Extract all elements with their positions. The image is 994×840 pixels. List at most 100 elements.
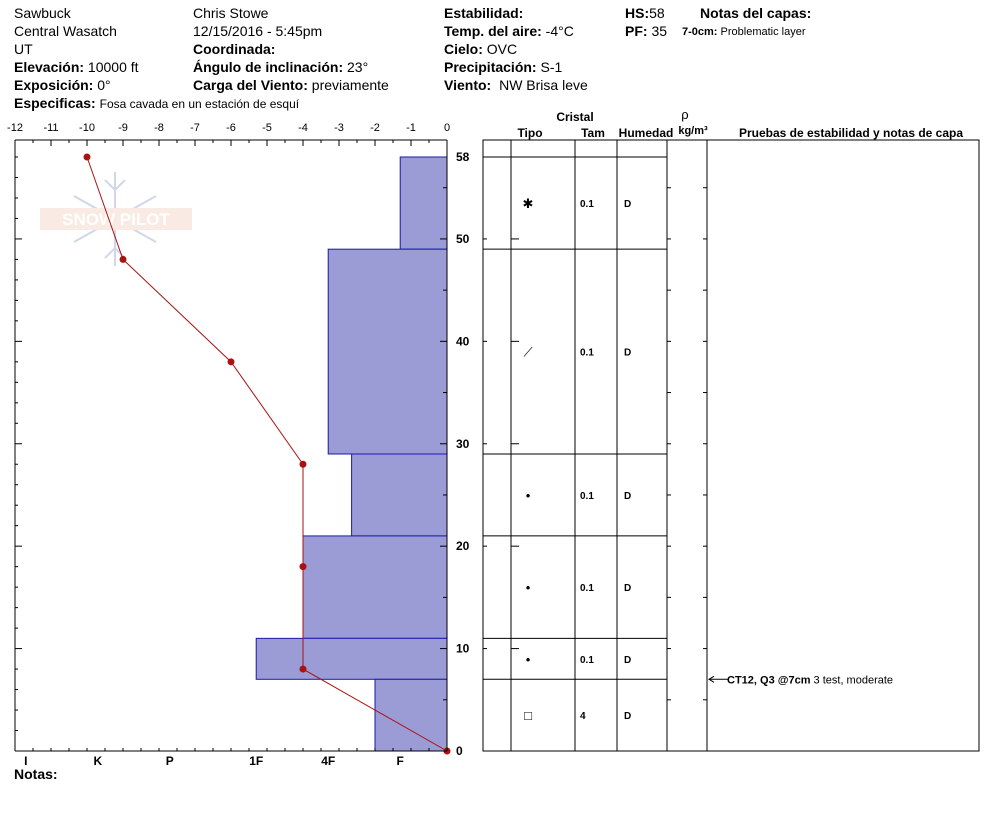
hardness-bar-5 <box>374 678 448 752</box>
location-name: Sawbuck <box>14 5 71 21</box>
moisture-header: Humedad <box>619 126 674 140</box>
air-temp-value: -4°C <box>545 23 574 39</box>
precip-label: Precipitación: <box>444 59 537 75</box>
precip-value: S-1 <box>540 59 563 75</box>
temp-tick-label: 0 <box>444 122 450 134</box>
chart-axes: -12 -11 -10 -9 -8 -7 -6 -5 -4 -3 -2 -1 0010203040505… <box>7 122 470 768</box>
tests-header: Pruebas de estabilidad y notas de capa <box>739 126 963 140</box>
hardness-label: I <box>24 754 27 768</box>
layer-note: 7-0cm: Problematic layer <box>682 24 806 40</box>
grain-size-1: 0.1 <box>580 348 594 359</box>
temp-tick-label: -4 <box>298 122 308 134</box>
temp-tick-label: -9 <box>118 122 128 134</box>
sky-label: Cielo: <box>444 41 483 57</box>
pf: PF: 35 <box>625 23 667 39</box>
temp-tick-label: -7 <box>190 122 200 134</box>
hs: HS:58 <box>625 5 665 21</box>
layer-table: Cristal Tipo Tam Humedad ρ kg/m³ Pruebas de es… <box>482 107 980 752</box>
hardness-layers <box>255 156 448 752</box>
temp-tick-label: -6 <box>226 122 236 134</box>
moisture-4: D <box>624 655 631 666</box>
elevation-label: Elevación: <box>14 59 85 75</box>
table-frame <box>482 139 980 752</box>
moisture-0: D <box>624 199 631 210</box>
moisture-2: D <box>624 491 631 502</box>
wind-label: Viento: <box>444 77 492 93</box>
observer: Chris Stowe <box>193 5 269 21</box>
temperature-point-4 <box>299 563 307 571</box>
wind-loading-label: Carga del Viento: <box>193 77 308 93</box>
temp-tick-label: -2 <box>370 122 380 134</box>
depth-tick-label: 20 <box>456 539 470 553</box>
stability-label: Estabilidad: <box>444 5 524 21</box>
elevation-value: 10000 ft <box>87 59 139 75</box>
temperature-point-2 <box>227 358 235 366</box>
density-symbol: ρ <box>681 107 688 122</box>
temp-tick-label: -12 <box>7 122 23 134</box>
type-header: Tipo <box>517 126 542 140</box>
hardness-label: F <box>397 754 404 768</box>
sky-value: OVC <box>486 41 518 57</box>
temperature-point-1 <box>119 255 127 263</box>
hardness-label: 1F <box>249 754 263 768</box>
grain-type-0: ✱ <box>523 196 534 211</box>
pf-value: 35 <box>651 23 668 39</box>
wind: Viento: NW Brisa leve <box>444 77 588 93</box>
layer-note-text: Problematic layer <box>720 26 806 38</box>
depth-tick-label: 10 <box>456 642 470 656</box>
grain-size-5: 4 <box>580 711 586 722</box>
elevation: Elevación: 10000 ft <box>14 59 139 75</box>
coordinate-label: Coordinada: <box>193 41 276 57</box>
sky: Cielo: OVC <box>444 41 517 57</box>
specifics-value: Fosa cavada en un estación de esquí <box>99 97 300 111</box>
snowpilot-watermark: SNOW PILOT <box>40 172 192 266</box>
hardness-bar-4 <box>255 637 448 680</box>
notes-label: Notas: <box>14 766 58 782</box>
slope-angle: Ángulo de inclinación: 23° <box>193 59 368 75</box>
grain-type-1: ⟋ <box>523 345 533 360</box>
layer-note-depth: 7-0cm: <box>682 26 718 38</box>
precipitation: Precipitación: S-1 <box>444 59 562 75</box>
depth-tick-label: 50 <box>456 232 470 246</box>
hs-value: 58 <box>649 5 665 21</box>
aspect: Exposición: 0° <box>14 77 111 93</box>
air-temp: Temp. del aire: -4°C <box>444 23 574 39</box>
hardness-bar-2 <box>351 453 448 537</box>
aspect-label: Exposición: <box>14 77 94 93</box>
state: UT <box>14 41 33 57</box>
datetime: 12/15/2016 - 5:45pm <box>193 23 323 39</box>
layer-notes-label: Notas del capas: <box>700 5 812 21</box>
moisture-3: D <box>624 583 631 594</box>
specifics: Especificas: Fosa cavada en un estación … <box>14 95 299 112</box>
hardness-bar-3 <box>302 535 448 639</box>
grain-type-2: • <box>526 488 531 503</box>
test-note: CT12, Q3 @7cm 3 test, moderate <box>727 674 893 686</box>
test-text: 3 test, moderate <box>810 674 893 686</box>
grain-size-4: 0.1 <box>580 655 594 666</box>
hardness-label: K <box>93 754 102 768</box>
temperature-profile <box>83 153 451 755</box>
watermark-text: SNOW PILOT <box>62 210 170 229</box>
moisture-5: D <box>624 711 631 722</box>
moisture-1: D <box>624 348 631 359</box>
air-temp-label: Temp. del aire: <box>444 23 542 39</box>
temp-tick-label: -1 <box>406 122 416 134</box>
grain-size-2: 0.1 <box>580 491 594 502</box>
wind-loading: Carga del Viento: previamente <box>193 77 389 93</box>
hardness-label: 4F <box>321 754 335 768</box>
hardness-bar-1 <box>327 248 448 455</box>
hardness-label: P <box>166 754 174 768</box>
depth-tick-label: 0 <box>456 744 463 758</box>
mountain-range: Central Wasatch <box>14 23 117 39</box>
grain-type-4: • <box>526 652 531 667</box>
temp-tick-label: -5 <box>262 122 272 134</box>
grain-type-3: • <box>526 580 531 595</box>
test-code: CT12, Q3 @7cm <box>727 674 811 686</box>
temperature-point-0 <box>83 153 91 161</box>
slope-label: Ángulo de inclinación: <box>193 59 344 75</box>
depth-tick-label: 40 <box>456 334 470 348</box>
wind-value: NW Brisa leve <box>499 77 588 93</box>
grain-size-0: 0.1 <box>580 199 594 210</box>
hs-label: HS: <box>625 5 650 21</box>
